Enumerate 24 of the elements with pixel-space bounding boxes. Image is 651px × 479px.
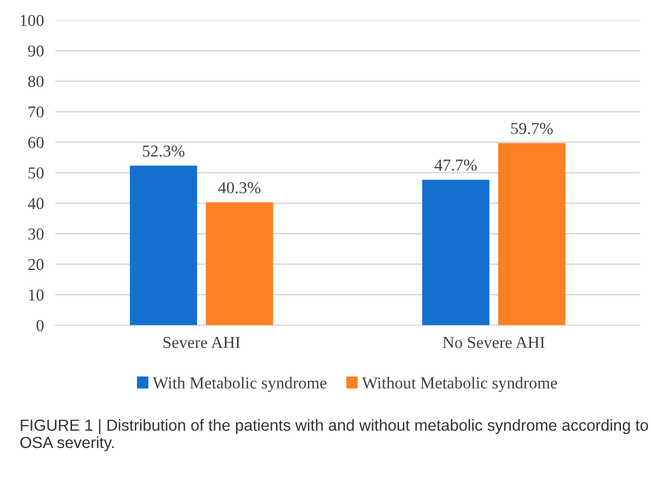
- x-tick-label: No Severe AHI: [442, 336, 545, 348]
- y-tick-label: 0: [36, 320, 44, 332]
- y-tick-label: 60: [28, 136, 44, 148]
- legend-label: Without Metabolic syndrome: [362, 376, 557, 392]
- y-tick-label: 50: [28, 167, 44, 179]
- caption: FIGURE 1 | Distribution of the patients with and without metabolic syndrome according to OSA severity.: [20, 419, 648, 452]
- y-tick-label: 80: [28, 76, 44, 88]
- y-tick-label: 100: [20, 14, 44, 26]
- data-label: 59.7%: [511, 122, 553, 134]
- y-tick-label: 90: [28, 45, 44, 57]
- y-tick-label: 10: [29, 289, 44, 301]
- y-tick-label: 30: [28, 228, 44, 240]
- legend-label: With Metabolic syndrome: [152, 376, 326, 392]
- x-tick-label: Severe AHI: [163, 336, 240, 348]
- y-tick-label: 70: [28, 106, 44, 118]
- data-label: 52.3%: [142, 145, 184, 157]
- y-tick-label: 40: [28, 198, 44, 210]
- data-label: 47.7%: [434, 160, 477, 171]
- bar: [130, 166, 198, 326]
- y-tick-label: 20: [28, 258, 44, 270]
- bar: [422, 180, 490, 326]
- bar: [206, 202, 274, 326]
- bar: [498, 143, 566, 326]
- data-label: 40.3%: [218, 182, 260, 194]
